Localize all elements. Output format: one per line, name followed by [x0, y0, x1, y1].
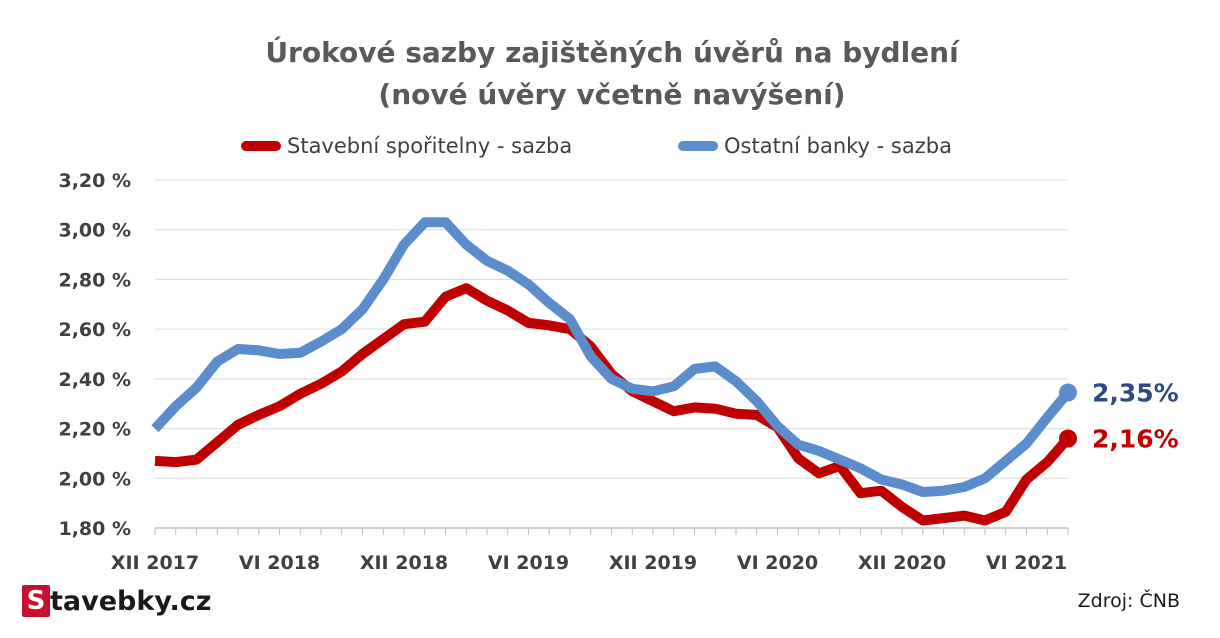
chart-subtitle: (nové úvěry včetně navýšení) — [378, 78, 845, 111]
source-note: Zdroj: ČNB — [1077, 590, 1180, 612]
y-tick-label: 2,00 % — [58, 468, 131, 490]
chart-title: Úrokové sazby zajištěných úvěrů na bydle… — [265, 35, 960, 69]
x-tick-label: VI 2018 — [239, 552, 320, 574]
end-value-label-ostatni: 2,35% — [1092, 379, 1179, 408]
grid — [155, 179, 1068, 479]
y-tick-label: 2,60 % — [58, 319, 131, 341]
y-tick-label: 1,80 % — [58, 518, 131, 540]
series-line-ostatni — [151, 217, 1072, 497]
y-tick-label: 3,00 % — [58, 220, 131, 242]
series — [151, 217, 1077, 526]
legend-label-ostatni: Ostatní banky - sazba — [724, 134, 952, 158]
brand-logo[interactable]: S tavebky.cz — [22, 584, 211, 618]
y-tick-label: 3,20 % — [58, 170, 131, 192]
series-line-stavebni — [154, 283, 1072, 526]
y-tick-label: 2,80 % — [58, 269, 131, 291]
legend-label-stavebni: Stavební spořitelny - sazba — [287, 134, 572, 158]
legend: Stavební spořitelny - sazba Ostatní bank… — [241, 134, 952, 158]
brand-name: tavebky.cz — [50, 585, 212, 617]
axes: 3,20 % 3,00 % 2,80 % 2,60 % 2,40 % 2,20 % 2,00… — [58, 170, 1069, 574]
end-value-label-stavebni: 2,16% — [1092, 425, 1179, 454]
y-tick-label: 2,40 % — [58, 369, 131, 391]
series-end-marker-stavebni — [1059, 429, 1077, 448]
x-tick-label: XII 2018 — [360, 552, 448, 574]
x-tick-label: XII 2019 — [609, 552, 697, 574]
x-tick-label: VI 2021 — [986, 552, 1067, 574]
x-tick-label: VI 2020 — [737, 552, 818, 574]
brand-logo-mark: S — [22, 585, 50, 617]
x-tick-label: VI 2019 — [488, 552, 569, 574]
x-tick-label: XII 2017 — [111, 552, 199, 574]
x-tick-label: XII 2020 — [858, 552, 946, 574]
end-labels: 2,16% 2,35% — [1092, 379, 1179, 454]
y-tick-label: 2,20 % — [58, 419, 131, 441]
series-end-marker-ostatni — [1059, 383, 1077, 402]
